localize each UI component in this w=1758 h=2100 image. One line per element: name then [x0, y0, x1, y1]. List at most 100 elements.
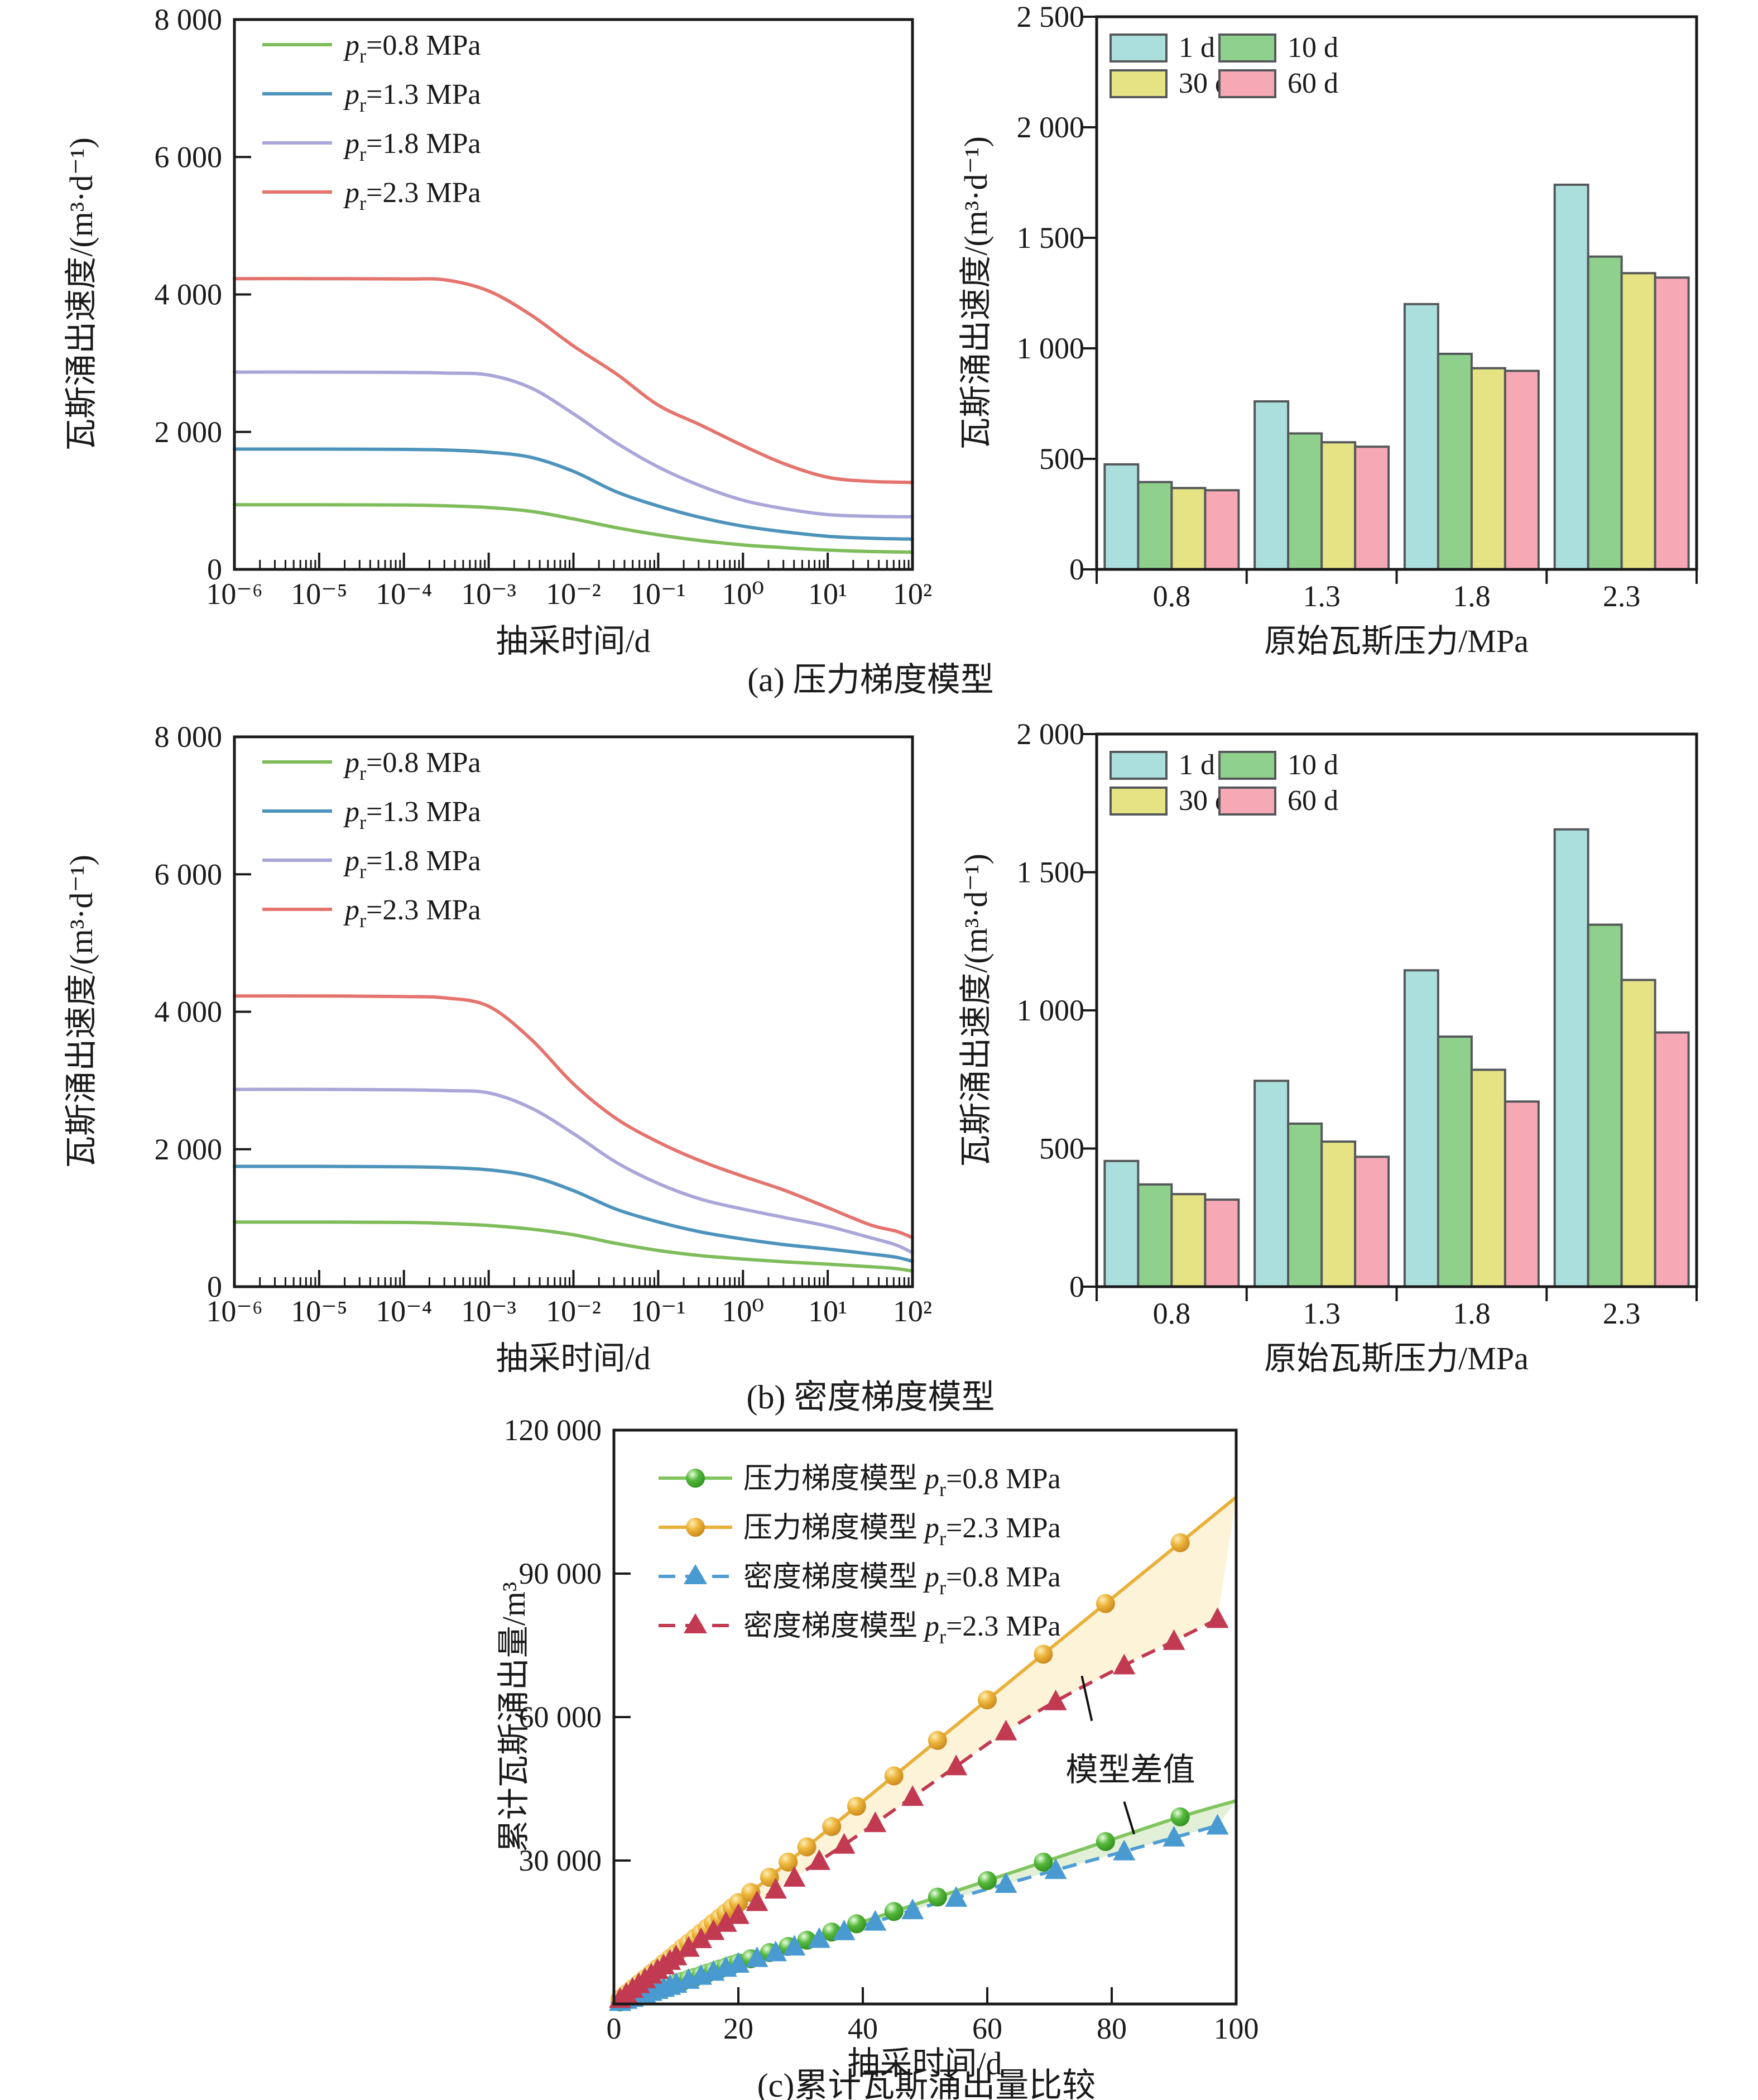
y-tick-label: 6 000	[155, 140, 223, 174]
y-tick-label: 2 500	[1017, 0, 1085, 33]
x-tick-label: 80	[1097, 2012, 1127, 2045]
legend: 1 d 10 d 30 d 60 d	[1109, 749, 1338, 817]
x-category-label: 0.8	[1153, 1297, 1191, 1330]
series-marker-triangle	[833, 1833, 856, 1854]
legend-label: 10 d	[1288, 749, 1338, 781]
x-tick-label: 10⁻³	[461, 577, 516, 611]
y-tick-label: 1 500	[1017, 856, 1085, 889]
plot-generated: 10⁻⁶ 10⁻⁵ 10⁻⁴ 10⁻³ 10⁻² 10⁻¹ 10⁰ 10¹ 10² 0 2 000 4…	[155, 3, 933, 611]
y-tick-label: 120 000	[504, 1413, 602, 1447]
y-axis-title: 累计瓦斯涌出量/m³	[496, 1582, 532, 1853]
chart-b-right: 0.8 1.3 1.8 2.3 0 500 1 000 1 500 2 000 瓦斯涌出速度/(…	[958, 717, 1698, 1377]
legend-swatch	[1218, 787, 1276, 816]
series-marker-triangle	[808, 1927, 830, 1948]
x-tick-label: 10²	[893, 577, 932, 611]
plot-frame	[233, 18, 914, 571]
series-marker-circle	[928, 1887, 947, 1907]
series-marker-circle	[1170, 1533, 1190, 1552]
series-marker-triangle	[1163, 1825, 1185, 1847]
series-marker-triangle	[727, 1903, 750, 1924]
y-tick-label: 500	[1039, 442, 1084, 476]
x-tick-label: 10⁻²	[546, 577, 601, 611]
legend-marker-circle	[686, 1518, 705, 1537]
y-tick-label: 1 000	[1017, 332, 1085, 365]
bar	[1654, 1031, 1690, 1288]
x-category-label: 1.3	[1303, 579, 1341, 613]
series-marker-triangle	[746, 1946, 768, 1967]
bar	[1253, 1080, 1290, 1288]
series-marker-triangle	[690, 1927, 713, 1948]
series-marker-circle	[847, 1796, 866, 1816]
x-axis-title: 原始瓦斯压力/MPa	[1264, 1340, 1529, 1377]
x-tick-label: 10⁰	[722, 1294, 764, 1328]
series-marker-triangle	[808, 1849, 830, 1870]
legend-label: 密度梯度模型 pr=0.8 MPa	[743, 1561, 1061, 1599]
y-tick-label: 0	[207, 1270, 222, 1303]
series-marker-circle	[884, 1902, 904, 1921]
x-category-label: 0.8	[1153, 579, 1191, 613]
bar	[1403, 969, 1439, 1288]
y-axis-title: 瓦斯涌出速度/(m³·d⁻¹)	[63, 137, 99, 451]
series-line	[233, 370, 914, 519]
legend-label: pr=1.8 MPa	[343, 845, 481, 883]
series-marker-triangle	[864, 1811, 887, 1833]
series-line	[233, 503, 914, 554]
bar	[1620, 272, 1656, 570]
series-marker-circle	[978, 1871, 997, 1890]
legend-marker-circle	[686, 1469, 705, 1488]
series-marker-circle	[1096, 1594, 1115, 1613]
series-marker-triangle	[702, 1919, 725, 1940]
plot-generated: 0 20 40 60 80 100 30 000 60 000 90 000 120 000	[504, 1413, 1259, 2045]
series-marker-triangle	[764, 1878, 787, 1899]
legend-label: 60 d	[1288, 68, 1338, 99]
bar	[1170, 487, 1207, 570]
y-tick-label: 1 500	[1017, 221, 1085, 255]
x-category-label: 2.3	[1603, 1297, 1641, 1330]
bar	[1403, 303, 1439, 570]
x-tick-label: 10⁻¹	[631, 1294, 686, 1328]
series-marker-circle	[1170, 1807, 1190, 1826]
y-tick-label: 90 000	[519, 1557, 602, 1590]
legend: 1 d 10 d 30 d 60 d	[1109, 32, 1338, 99]
bar	[1137, 1183, 1173, 1288]
x-axis-title: 抽采时间/d	[847, 2045, 1002, 2082]
bar	[1170, 1193, 1207, 1288]
x-tick-label: 10⁻¹	[631, 577, 686, 611]
legend-swatch	[1109, 787, 1168, 816]
annotation-line	[1080, 1675, 1093, 1722]
y-tick-label: 0	[1069, 1270, 1084, 1303]
series-marker-circle	[1096, 1831, 1115, 1851]
bar	[1204, 489, 1240, 570]
series-marker-triangle	[714, 1911, 737, 1932]
legend-label: 60 d	[1288, 785, 1338, 817]
x-tick-label: 10⁻⁴	[376, 1294, 432, 1328]
y-tick-label: 30 000	[519, 1844, 602, 1877]
caption-a: (a) 压力梯度模型	[747, 661, 994, 698]
series-line	[233, 447, 914, 541]
legend-marker-triangle	[684, 1564, 707, 1584]
plot-generated: 10⁻⁶ 10⁻⁵ 10⁻⁴ 10⁻³ 10⁻² 10⁻¹ 10⁰ 10¹ 10² 0 2 000 4…	[155, 720, 933, 1328]
chart-a-left: 10⁻⁶ 10⁻⁵ 10⁻⁴ 10⁻³ 10⁻² 10⁻¹ 10⁰ 10¹ 10² 0 2 000 4…	[63, 3, 932, 659]
y-tick-label: 60 000	[519, 1700, 602, 1734]
legend-label: 压力梯度模型 pr=0.8 MPa	[743, 1463, 1061, 1500]
series-marker-triangle	[1206, 1814, 1229, 1835]
legend-swatch	[1218, 751, 1276, 780]
bar	[1553, 183, 1589, 570]
x-category-label: 1.8	[1453, 1297, 1491, 1330]
chart-a-right: 0.8 1.3 1.8 2.3 0 500 1 000 1 500 2 000 2 500 瓦斯涌…	[958, 0, 1698, 659]
legend-label: pr=2.3 MPa	[343, 894, 481, 932]
bar	[1287, 432, 1323, 571]
y-tick-label: 0	[207, 553, 222, 586]
legend-label: pr=1.8 MPa	[343, 128, 481, 165]
bar	[1354, 1156, 1390, 1288]
bar	[1470, 367, 1506, 570]
series-marker-triangle	[864, 1910, 887, 1931]
legend-swatch	[1218, 33, 1276, 63]
series-marker-circle	[884, 1766, 904, 1786]
bar	[1253, 400, 1290, 570]
bar	[1320, 441, 1357, 570]
y-axis-title: 瓦斯涌出速度/(m³·d⁻¹)	[958, 136, 994, 450]
bar	[1437, 1035, 1473, 1288]
legend: pr=0.8 MPa pr=1.3 MPa pr=1.8 MPa pr=2.3 …	[262, 747, 481, 932]
bar	[1587, 923, 1623, 1288]
